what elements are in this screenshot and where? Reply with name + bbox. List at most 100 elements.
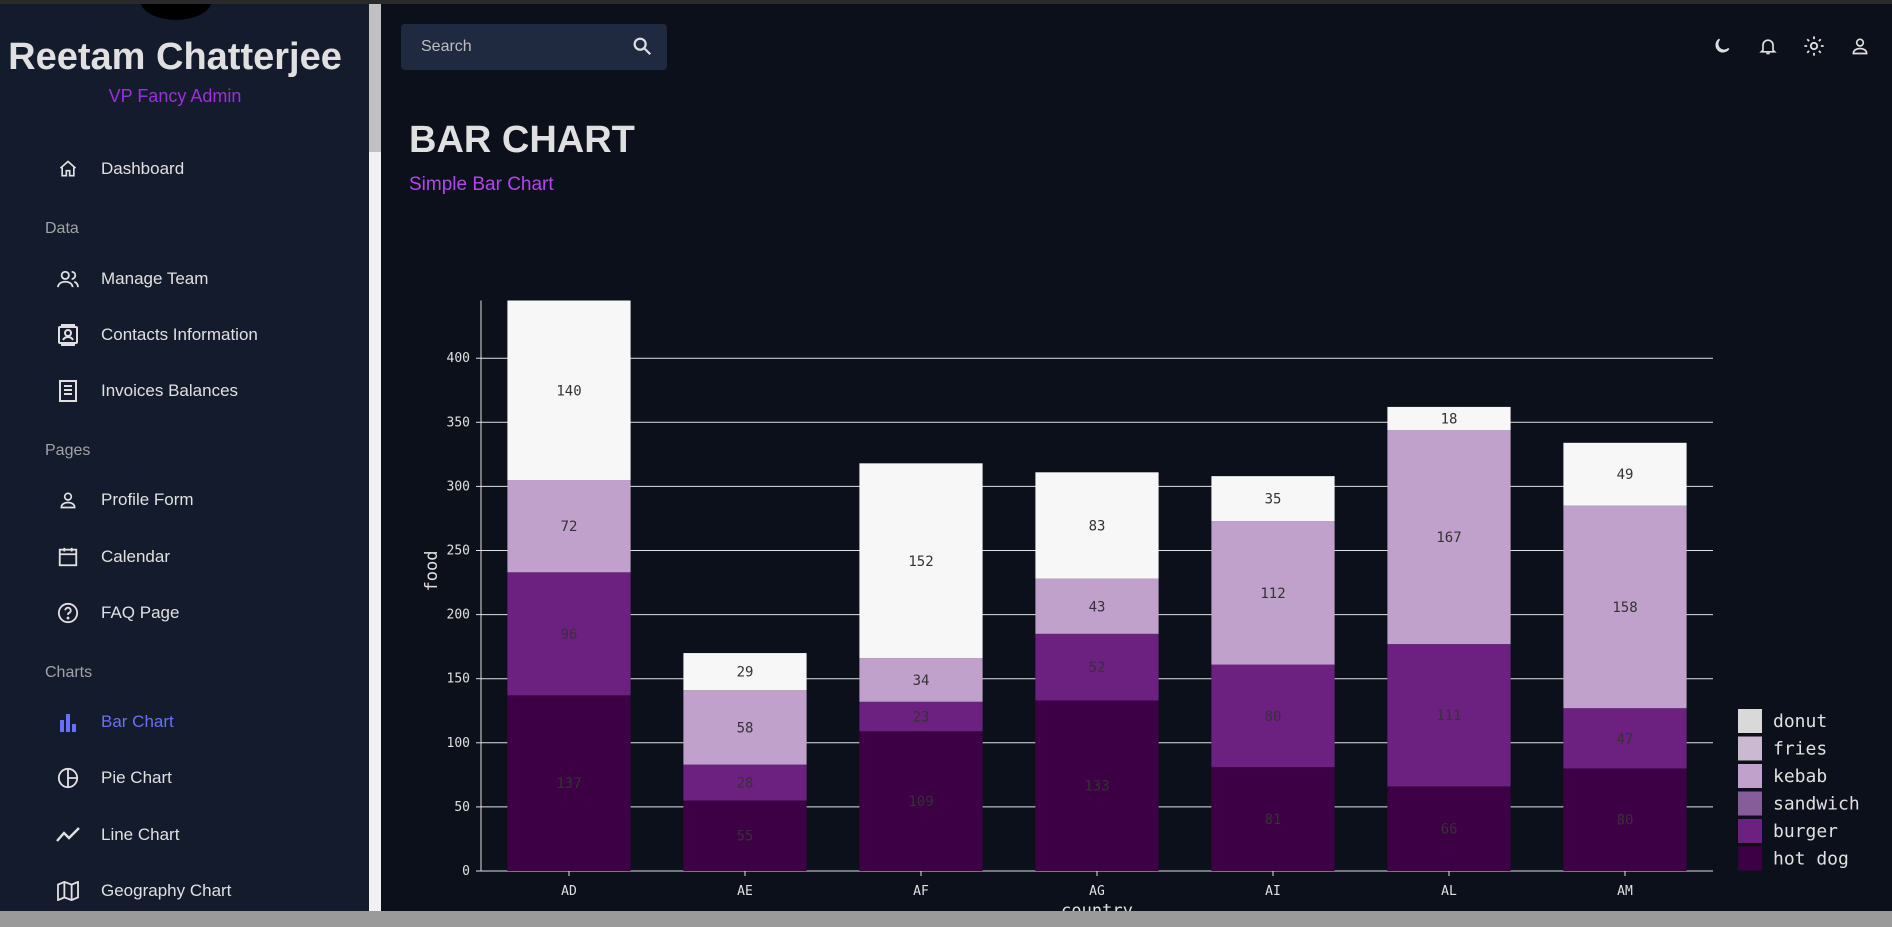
y-tick-label: 300 (447, 479, 470, 494)
legend-swatch (1738, 736, 1762, 761)
calendar-icon (56, 545, 80, 569)
home-icon (56, 157, 80, 181)
gear-icon[interactable] (1802, 34, 1826, 58)
bar-segment (507, 479, 631, 573)
bar-segment (1035, 472, 1159, 579)
legend-label: kebab (1773, 766, 1827, 787)
legend-label: burger (1773, 821, 1838, 842)
bar-segment (1563, 442, 1687, 506)
sidebar-item-label: Dashboard (101, 159, 185, 178)
sidebar-item-label: Contacts Information (101, 325, 258, 344)
bar-segment (859, 701, 983, 732)
bar-value-label: 58 (737, 720, 754, 736)
bar-value-label: 72 (561, 519, 578, 535)
bar-segment (1035, 578, 1159, 634)
bar-segment (1211, 521, 1335, 665)
bar-value-label: 96 (561, 627, 578, 643)
bar-segment (507, 572, 631, 696)
bar-value-label: 18 (1441, 411, 1458, 427)
people-icon (56, 267, 80, 291)
bar-value-label: 81 (1265, 812, 1282, 828)
x-axis-title: country (1061, 901, 1133, 911)
bar-value-label: 80 (1617, 813, 1634, 829)
search-icon[interactable] (631, 35, 653, 62)
bar-chart-icon (56, 710, 80, 734)
sidebar-item-contacts[interactable]: Contacts Information (56, 315, 258, 355)
sidebar-scrollbar[interactable] (369, 4, 381, 911)
bar-segment (1211, 664, 1335, 768)
bar-segment (1035, 700, 1159, 871)
bar-segment (1387, 429, 1511, 645)
bar-value-label: 83 (1089, 519, 1106, 535)
sidebar-item-label: FAQ Page (101, 603, 180, 622)
bar-value-label: 35 (1265, 492, 1282, 508)
sidebar-item-calendar[interactable]: Calendar (56, 537, 170, 577)
x-tick-label: AD (561, 884, 577, 899)
legend-swatch (1738, 819, 1762, 843)
legend-label: fries (1773, 739, 1827, 760)
sidebar-scrollbar-thumb[interactable] (369, 4, 381, 152)
bell-icon[interactable] (1756, 34, 1780, 58)
moon-icon[interactable] (1710, 34, 1734, 58)
search-box (401, 24, 667, 70)
bar-segment (683, 764, 807, 801)
sidebar-item-label: Geography Chart (101, 881, 232, 900)
bar-segment (683, 800, 807, 871)
bar-segment (683, 690, 807, 765)
avatar[interactable] (140, 4, 212, 20)
main-content: BAR CHART Simple Bar Chart 0 50 100 150 200 2… (381, 4, 1892, 911)
bar-value-label: 29 (737, 665, 754, 681)
sidebar-item-invoices[interactable]: Invoices Balances (56, 371, 238, 411)
person-icon (56, 488, 80, 512)
bar-segment (507, 300, 631, 480)
bar-value-label: 66 (1441, 822, 1458, 838)
bar-value-label: 133 (1084, 779, 1109, 795)
user-name: Reetam Chatterjee (8, 36, 342, 78)
bar-segment (1387, 786, 1511, 871)
sidebar-item-line-chart[interactable]: Line Chart (56, 815, 179, 855)
map-icon (56, 879, 80, 903)
bar-value-label: 47 (1617, 731, 1634, 747)
bar-value-label: 49 (1617, 467, 1634, 483)
sidebar-item-geography-chart[interactable]: Geography Chart (56, 871, 231, 911)
sidebar-item-manage-team[interactable]: Manage Team (56, 259, 208, 299)
bar-segment (859, 731, 983, 871)
bar-segment (1563, 708, 1687, 769)
bar-segment (1035, 633, 1159, 701)
y-tick-label: 150 (447, 672, 470, 687)
sidebar-item-pie-chart[interactable]: Pie Chart (56, 758, 172, 798)
legend-swatch (1738, 791, 1762, 816)
search-input[interactable] (421, 38, 621, 56)
bar-value-label: 109 (908, 794, 933, 810)
bar-value-label: 111 (1436, 708, 1461, 724)
bar-segment (1563, 505, 1687, 709)
x-tick-label: AL (1441, 884, 1457, 899)
legend-label: hot dog (1773, 849, 1849, 870)
y-tick-label: 0 (462, 864, 470, 879)
timeline-icon (56, 823, 80, 847)
page-title: BAR CHART (409, 119, 635, 161)
legend-swatch (1738, 709, 1762, 733)
bar-value-label: 167 (1436, 530, 1461, 546)
sidebar-item-dashboard[interactable]: Dashboard (56, 149, 184, 189)
bar-segment (507, 695, 631, 871)
bar-segment (1563, 768, 1687, 871)
sidebar-item-label: Calendar (101, 547, 170, 566)
sidebar-item-label: Invoices Balances (101, 381, 239, 400)
bar-value-label: 43 (1089, 599, 1106, 615)
person-icon[interactable] (1848, 34, 1872, 58)
sidebar-item-label: Bar Chart (101, 712, 174, 731)
y-tick-label: 250 (447, 544, 470, 559)
legend-label: donut (1773, 711, 1827, 732)
bar-value-label: 55 (737, 829, 754, 845)
bar-segment (859, 658, 983, 702)
bar-value-label: 52 (1089, 660, 1106, 676)
sidebar-item-bar-chart[interactable]: Bar Chart (56, 702, 174, 742)
y-tick-label: 50 (454, 800, 470, 815)
sidebar-item-faq[interactable]: FAQ Page (56, 593, 179, 633)
bar-value-label: 28 (737, 776, 754, 792)
bar-value-label: 137 (556, 776, 581, 792)
x-tick-label: AE (737, 884, 753, 899)
sidebar-item-profile-form[interactable]: Profile Form (56, 480, 194, 520)
bar-segment (1387, 644, 1511, 787)
